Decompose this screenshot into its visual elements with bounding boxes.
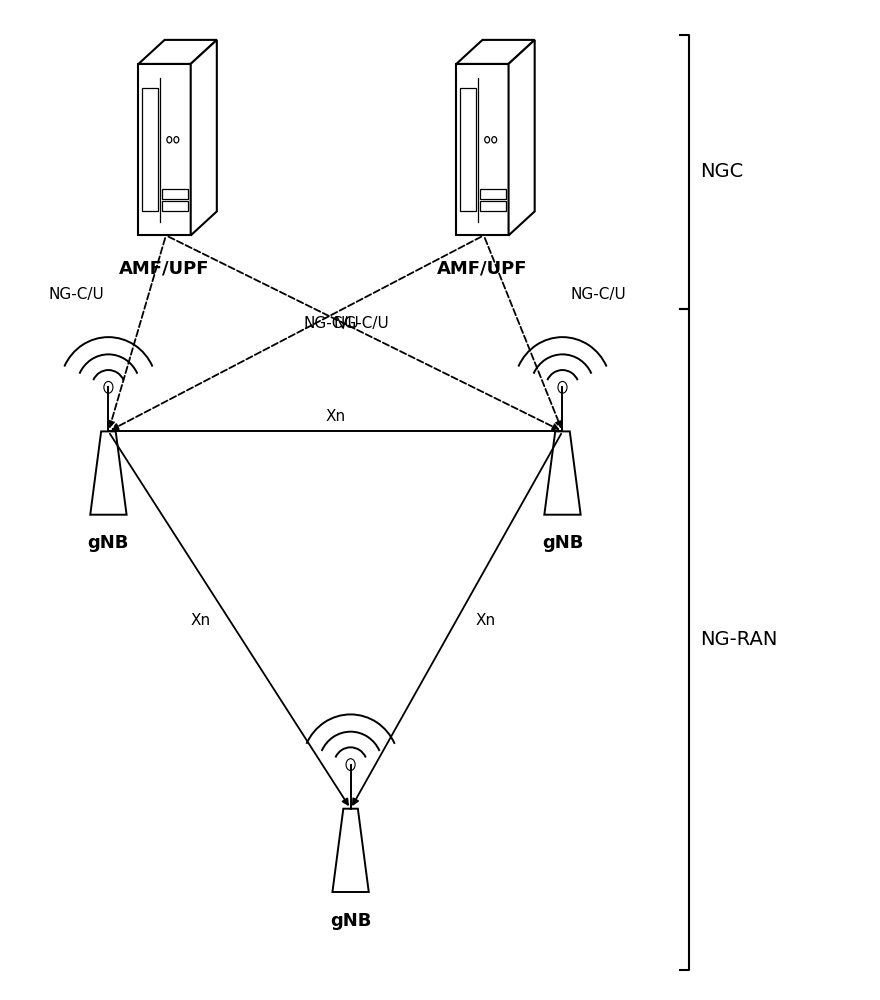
Polygon shape (480, 201, 506, 211)
Polygon shape (162, 189, 188, 199)
Text: AMF/UPF: AMF/UPF (437, 260, 528, 278)
Text: NG-C/U: NG-C/U (304, 316, 359, 331)
Polygon shape (191, 40, 216, 235)
Circle shape (558, 381, 567, 393)
Polygon shape (457, 40, 535, 64)
Text: NG-C/U: NG-C/U (570, 287, 626, 302)
Text: gNB: gNB (330, 912, 371, 930)
Polygon shape (545, 431, 581, 515)
Polygon shape (142, 88, 158, 211)
Polygon shape (480, 189, 506, 199)
Text: gNB: gNB (88, 534, 129, 552)
Text: NGC: NGC (700, 162, 744, 181)
Polygon shape (333, 809, 369, 892)
Text: Xn: Xn (475, 613, 495, 628)
Text: gNB: gNB (542, 534, 583, 552)
Text: NG-RAN: NG-RAN (700, 630, 778, 649)
Circle shape (346, 759, 356, 770)
Text: NG-C/U: NG-C/U (334, 316, 390, 331)
Polygon shape (509, 40, 535, 235)
Polygon shape (138, 64, 191, 235)
Polygon shape (457, 64, 509, 235)
Polygon shape (460, 88, 475, 211)
Text: NG-C/U: NG-C/U (49, 287, 105, 302)
Polygon shape (162, 201, 188, 211)
Text: Xn: Xn (190, 613, 210, 628)
Circle shape (104, 381, 113, 393)
Text: Xn: Xn (326, 409, 346, 424)
Polygon shape (138, 40, 216, 64)
Text: AMF/UPF: AMF/UPF (120, 260, 209, 278)
Polygon shape (91, 431, 127, 515)
